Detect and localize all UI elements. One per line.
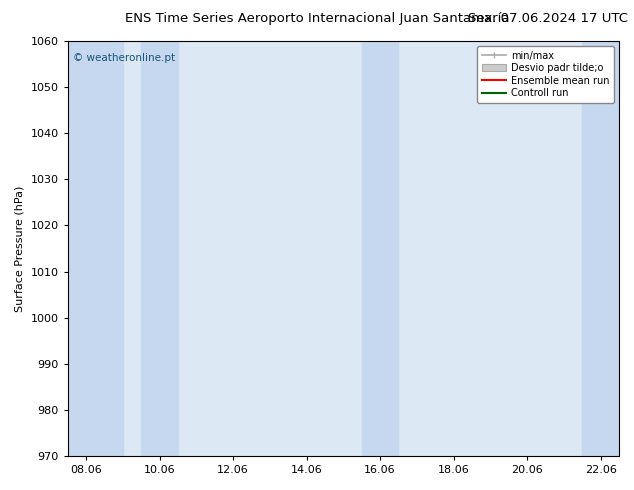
Legend: min/max, Desvio padr tilde;o, Ensemble mean run, Controll run: min/max, Desvio padr tilde;o, Ensemble m… [477,46,614,103]
Y-axis label: Surface Pressure (hPa): Surface Pressure (hPa) [15,185,25,312]
Bar [68,41,123,456]
Bar [582,41,619,456]
Bar [141,41,178,456]
Text: Sex. 07.06.2024 17 UTC: Sex. 07.06.2024 17 UTC [468,12,628,25]
Text: © weatheronline.pt: © weatheronline.pt [73,53,176,64]
Bar [362,41,399,456]
Text: ENS Time Series Aeroporto Internacional Juan Santamaría: ENS Time Series Aeroporto Internacional … [125,12,509,25]
